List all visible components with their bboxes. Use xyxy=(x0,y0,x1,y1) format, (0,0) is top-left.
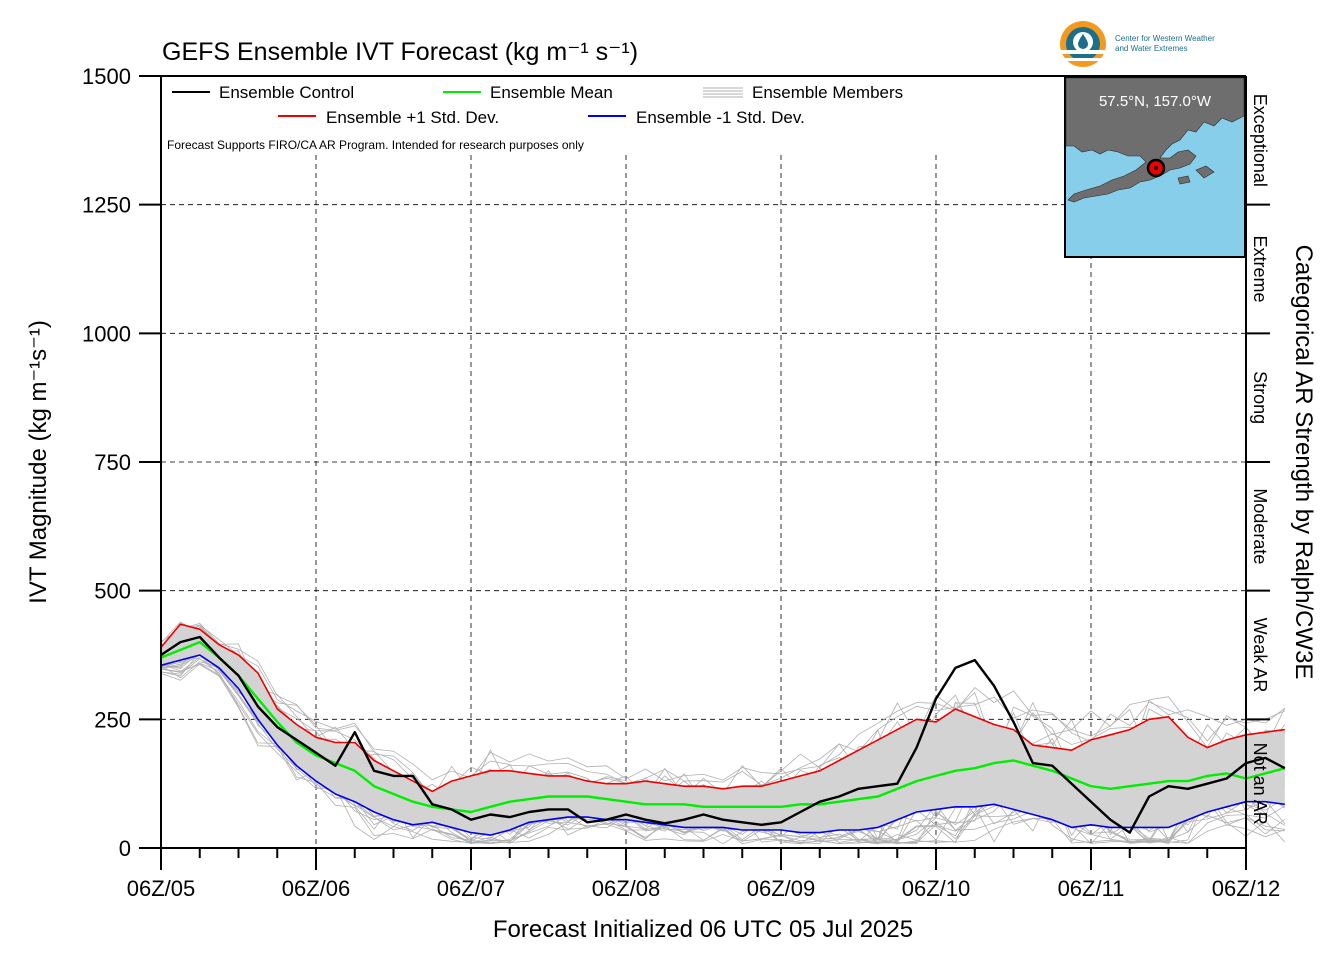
x-tick-label: 06Z/08 xyxy=(592,876,661,901)
y-tick-label: 1000 xyxy=(82,321,131,346)
legend-mean-label: Ensemble Mean xyxy=(490,83,613,102)
x-tick-label: 06Z/07 xyxy=(437,876,506,901)
ensemble-control-line xyxy=(160,635,1286,834)
map-landmass-shape xyxy=(1065,77,1245,203)
y-tick-label: 0 xyxy=(119,836,131,861)
x-tick-label: 06Z/10 xyxy=(902,876,971,901)
right-axis-title: Categorical AR Strength by Ralph/CW3E xyxy=(1290,245,1317,680)
minus-std-dev-line xyxy=(160,654,1285,836)
legend-members-swatch xyxy=(703,87,743,98)
x-tick-label: 06Z/11 xyxy=(1058,876,1125,901)
legend-minus-std-label: Ensemble -1 Std. Dev. xyxy=(636,108,805,127)
legend-plus-std-label: Ensemble +1 Std. Dev. xyxy=(326,108,499,127)
y-axis-title: IVT Magnitude (kg m⁻¹s⁻¹) xyxy=(25,320,52,604)
y-tick-label: 1250 xyxy=(82,193,131,218)
y-tick-label: 250 xyxy=(94,707,131,732)
ar-category-label: Moderate xyxy=(1250,488,1270,564)
cw3e-logo: Center for Western Weather and Water Ext… xyxy=(1060,21,1215,67)
y-tick-label: 500 xyxy=(94,579,131,604)
ar-category-label: Exceptional xyxy=(1250,94,1270,187)
right-axis-ticks: Exceptional Extreme Strong Moderate Weak AR N… xyxy=(1246,94,1270,825)
ensemble-member-line xyxy=(160,658,1285,844)
logo-text-line2: and Water Extremes xyxy=(1115,44,1188,53)
ensemble-member-line xyxy=(160,623,1286,782)
x-tick-label: 06Z/06 xyxy=(282,876,351,901)
legend-control-label: Ensemble Control xyxy=(219,83,354,102)
ensemble-member-line xyxy=(160,624,1285,792)
ar-category-label: Weak AR xyxy=(1250,618,1270,693)
y-tick-label: 1500 xyxy=(82,64,131,89)
inset-location-label: 57.5°N, 157.0°W xyxy=(1099,93,1212,110)
legend-members-label: Ensemble Members xyxy=(752,83,903,102)
std-dev-spread-fill xyxy=(161,624,1285,836)
x-axis-ticks: 06Z/05 06Z/06 06Z/07 06Z/08 06Z/09 06Z/10 06Z/… xyxy=(127,848,1281,901)
logo-text-line1: Center for Western Weather xyxy=(1115,34,1215,43)
water-drop-icon xyxy=(1078,34,1088,49)
chart-title: GEFS Ensemble IVT Forecast (kg m⁻¹ s⁻¹) xyxy=(162,38,638,66)
ar-category-label: Not an AR xyxy=(1250,743,1270,825)
y-tick-label: 750 xyxy=(94,450,131,475)
legend: Ensemble Control Ensemble Mean Ensemble … xyxy=(167,83,903,152)
x-tick-label: 06Z/12 xyxy=(1212,876,1281,901)
location-inset-map: 57.5°N, 157.0°W xyxy=(1064,76,1246,258)
ar-category-label: Extreme xyxy=(1250,235,1270,302)
y-axis-ticks: 0 250 500 750 1000 1250 1500 xyxy=(82,64,161,861)
x-tick-label: 06Z/09 xyxy=(747,876,816,901)
ensemble-member-line xyxy=(160,651,1285,845)
series-lines xyxy=(160,623,1286,836)
x-axis-title: Forecast Initialized 06 UTC 05 Jul 2025 xyxy=(493,916,913,943)
research-note: Forecast Supports FIRO/CA AR Program. In… xyxy=(167,138,584,152)
x-tick-label: 06Z/05 xyxy=(127,876,196,901)
ar-category-label: Strong xyxy=(1250,371,1270,424)
ensemble-mean-line xyxy=(160,640,1286,814)
